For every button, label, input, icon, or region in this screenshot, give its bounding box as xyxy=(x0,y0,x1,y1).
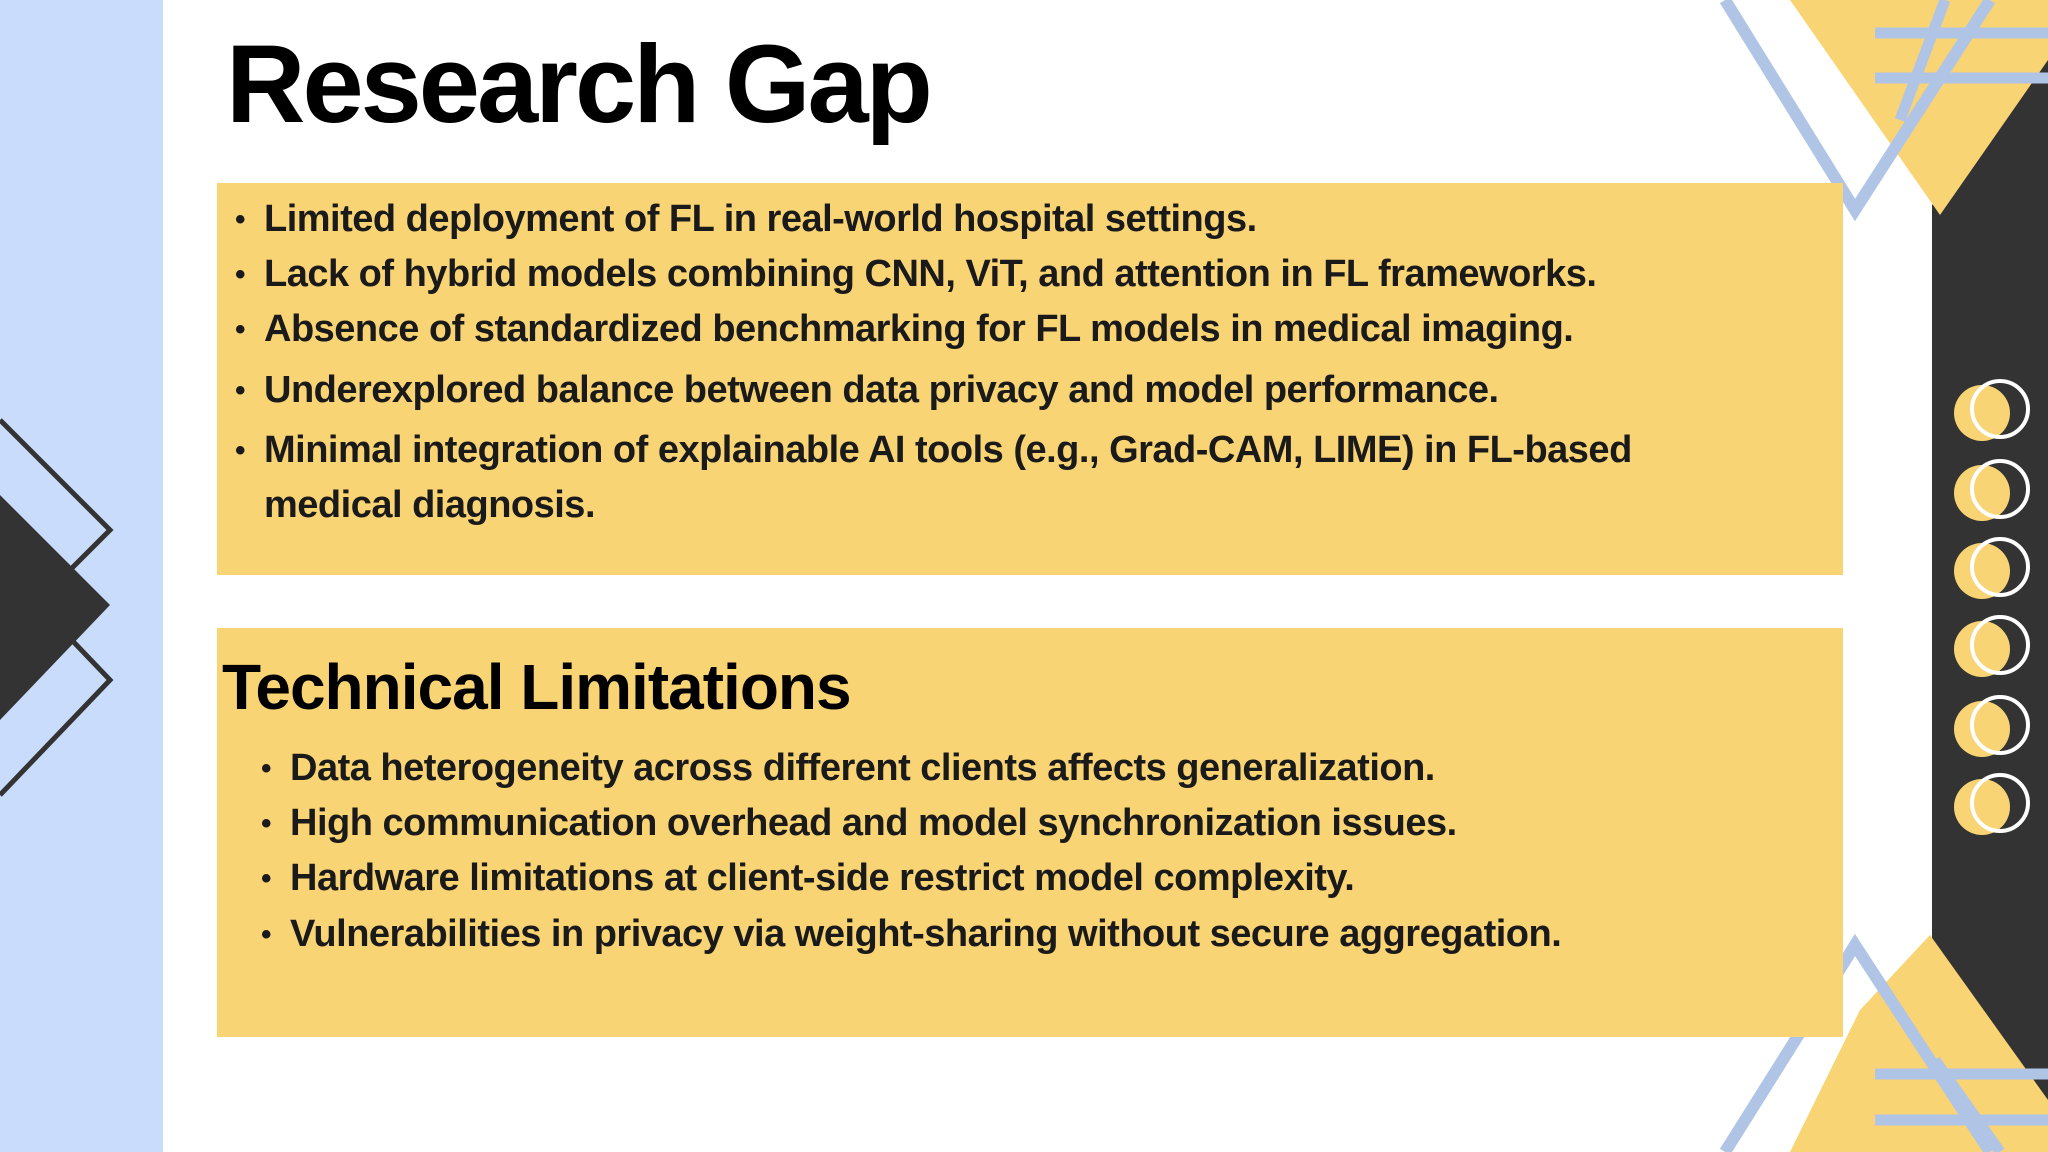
top-right-triangle-decoration xyxy=(1719,0,2048,222)
ring-decoration-column xyxy=(1954,379,2030,835)
list-item-text: medical diagnosis. xyxy=(264,484,596,526)
bullet: • xyxy=(261,752,272,785)
list-item: • Limited deployment of FL in real-world … xyxy=(235,192,1257,247)
list-item-text: Lack of hybrid models combining CNN, ViT… xyxy=(264,253,1597,295)
list-item-text: Limited deployment of FL in real-world h… xyxy=(264,198,1257,240)
list-item-text: Minimal integration of explainable AI to… xyxy=(264,429,1632,471)
list-item-continuation: medical diagnosis. xyxy=(264,478,596,533)
list-item-text: Underexplored balance between data priva… xyxy=(264,369,1499,411)
ring-icon xyxy=(1954,615,2030,677)
ring-icon xyxy=(1954,537,2030,599)
slide-title: Research Gap xyxy=(226,23,933,146)
left-diamond-decoration xyxy=(0,418,114,797)
list-item: • Minimal integration of explainable AI t… xyxy=(235,423,1632,478)
bullet: • xyxy=(261,918,272,951)
list-item: • Data heterogeneity across different cli… xyxy=(261,741,1435,796)
bullet: • xyxy=(261,862,272,895)
bottom-right-triangle-decoration xyxy=(1719,933,2048,1152)
list-item-text: Absence of standardized benchmarking for… xyxy=(264,308,1574,350)
ring-icon xyxy=(1954,459,2030,521)
bullet: • xyxy=(235,203,246,236)
list-item-text: Vulnerabilities in privacy via weight-sh… xyxy=(290,913,1562,955)
ring-icon xyxy=(1954,695,2030,757)
bullet: • xyxy=(235,313,246,346)
bullet: • xyxy=(235,434,246,467)
list-item-text: Data heterogeneity across different clie… xyxy=(290,747,1435,789)
list-item: • Lack of hybrid models combining CNN, Vi… xyxy=(235,247,1597,302)
section-title: Technical Limitations xyxy=(222,651,852,723)
list-item: • Vulnerabilities in privacy via weight-s… xyxy=(261,907,1562,962)
ring-icon xyxy=(1954,773,2030,835)
list-item: • Hardware limitations at client-side res… xyxy=(261,851,1355,906)
research-gap-box xyxy=(217,183,1843,575)
list-item: • High communication overhead and model s… xyxy=(261,796,1457,851)
ring-icon xyxy=(1954,379,2030,441)
list-item: • Underexplored balance between data priv… xyxy=(235,363,1499,418)
bullet: • xyxy=(235,258,246,291)
list-item: • Absence of standardized benchmarking fo… xyxy=(235,302,1574,357)
bullet: • xyxy=(261,807,272,840)
bullet: • xyxy=(235,374,246,407)
list-item-text: Hardware limitations at client-side rest… xyxy=(290,857,1355,899)
list-item-text: High communication overhead and model sy… xyxy=(290,802,1457,844)
technical-limitations-box xyxy=(217,628,1843,1037)
